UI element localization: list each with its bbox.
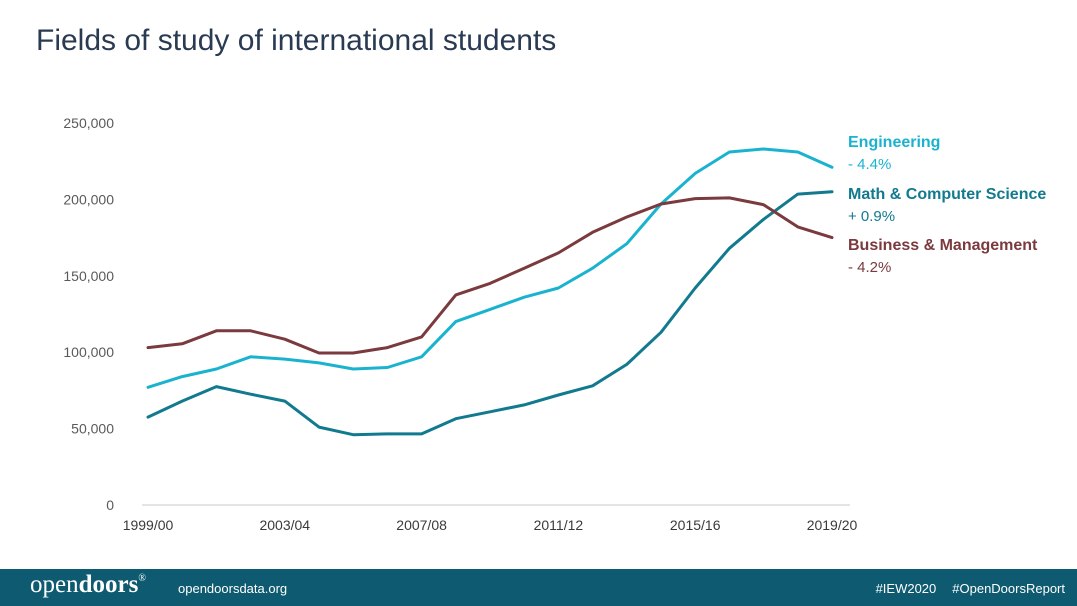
x-tick-label: 2003/04 [259,517,310,533]
opendoors-logo: opendoors® [30,571,146,599]
series-line-0 [146,147,834,389]
x-tick-label: 2007/08 [396,517,447,533]
slide-title: Fields of study of international student… [36,24,557,57]
footer-bar: opendoors® opendoorsdata.org #IEW2020 #Op… [0,569,1077,606]
legend-series-change: + 0.9% [848,208,895,225]
footer-hashtags: #IEW2020 #OpenDoorsReport [876,581,1065,596]
x-tick-label: 2011/12 [534,517,584,533]
x-tick-label: 1999/00 [123,517,174,533]
legend-series-change: - 4.2% [848,259,891,276]
logo-text-doors: doors [78,571,139,598]
y-tick-label: 200,000 [63,191,114,207]
y-tick-label: 100,000 [63,344,114,360]
legend-series-name: Engineering [848,134,940,151]
legend-series-change: - 4.4% [848,156,891,173]
hashtag-opendoors: #OpenDoorsReport [952,581,1065,596]
x-tick-label: 2019/20 [807,517,858,533]
y-tick-label: 50,000 [71,421,114,437]
series-line-1 [146,190,834,437]
legend-series-name: Math & Computer Science [848,186,1046,203]
y-tick-label: 150,000 [63,268,114,284]
y-tick-label: 0 [106,497,114,513]
series-line-2 [146,196,834,355]
line-chart: 0 50,000 100,000 150,000 200,000 250,000 1999/… [63,115,1046,533]
logo-text-open: open [30,571,79,598]
legend-series-name: Business & Management [848,237,1038,254]
x-tick-label: 2015/16 [670,517,721,533]
footer-website: opendoorsdata.org [178,581,288,596]
hashtag-iew: #IEW2020 [875,581,937,596]
y-tick-label: 250,000 [63,115,114,131]
logo-registered-mark: ® [138,573,146,584]
